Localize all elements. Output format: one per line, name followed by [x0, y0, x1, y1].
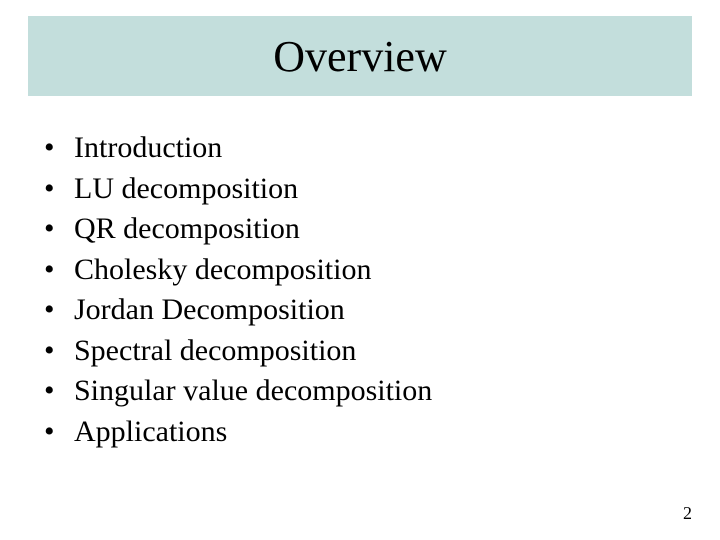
- bullet-icon: •: [40, 250, 74, 291]
- bullet-text: LU decomposition: [74, 169, 660, 210]
- title-bar: Overview: [28, 16, 692, 96]
- bullet-text: Spectral decomposition: [74, 331, 660, 372]
- bullet-icon: •: [40, 169, 74, 210]
- bullet-list: • Introduction • LU decomposition • QR d…: [40, 128, 660, 452]
- list-item: • QR decomposition: [40, 209, 660, 250]
- bullet-text: Cholesky decomposition: [74, 250, 660, 291]
- page-number: 2: [683, 503, 692, 524]
- list-item: • Singular value decomposition: [40, 371, 660, 412]
- bullet-text: Applications: [74, 412, 660, 453]
- list-item: • Spectral decomposition: [40, 331, 660, 372]
- bullet-text: QR decomposition: [74, 209, 660, 250]
- bullet-text: Introduction: [74, 128, 660, 169]
- bullet-icon: •: [40, 209, 74, 250]
- list-item: • Introduction: [40, 128, 660, 169]
- list-item: • Applications: [40, 412, 660, 453]
- list-item: • Jordan Decomposition: [40, 290, 660, 331]
- bullet-icon: •: [40, 331, 74, 372]
- bullet-text: Singular value decomposition: [74, 371, 660, 412]
- bullet-icon: •: [40, 371, 74, 412]
- bullet-icon: •: [40, 412, 74, 453]
- bullet-text: Jordan Decomposition: [74, 290, 660, 331]
- bullet-icon: •: [40, 128, 74, 169]
- list-item: • LU decomposition: [40, 169, 660, 210]
- list-item: • Cholesky decomposition: [40, 250, 660, 291]
- slide-title: Overview: [273, 31, 447, 82]
- bullet-icon: •: [40, 290, 74, 331]
